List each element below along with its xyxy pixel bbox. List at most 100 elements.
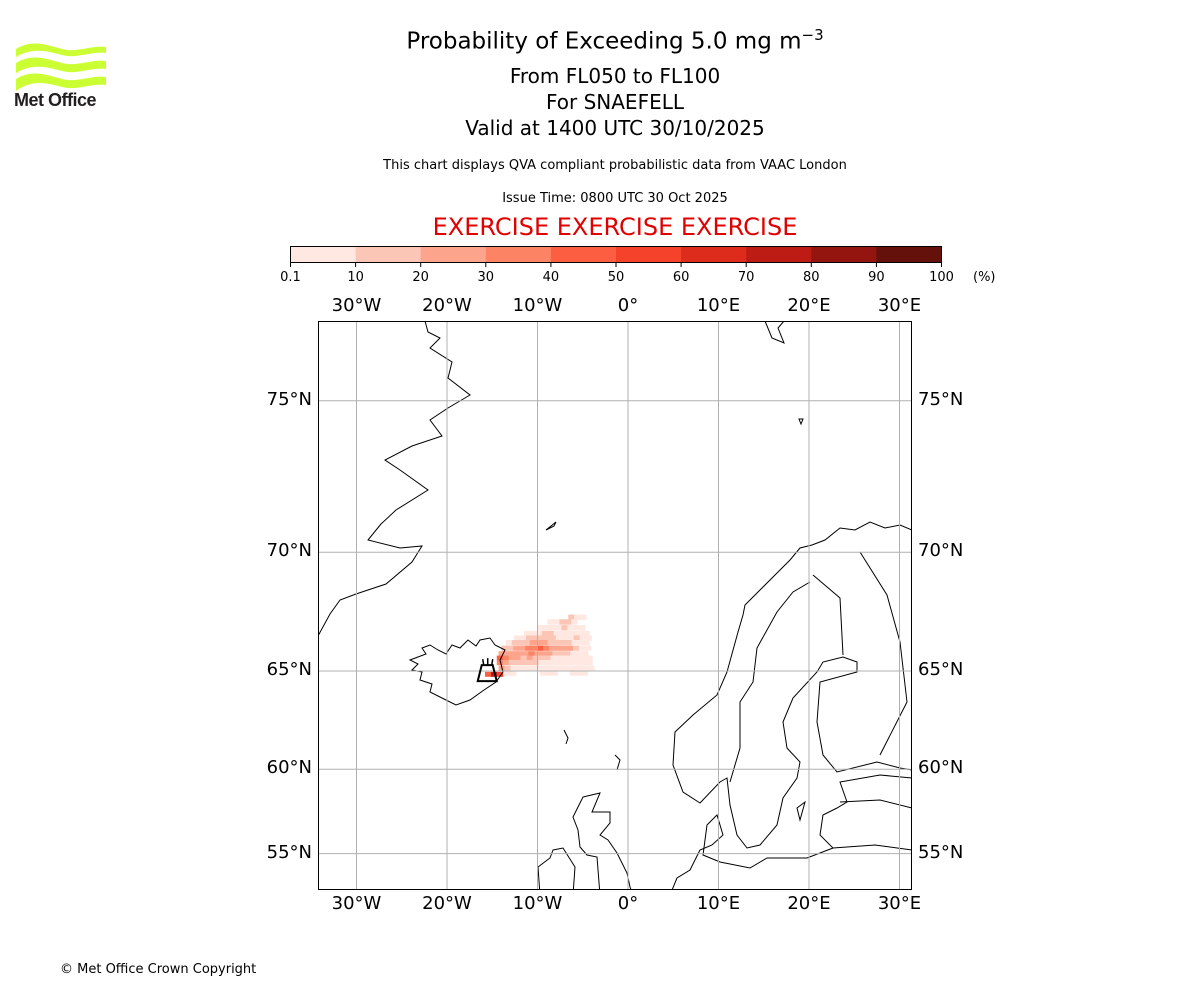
probability-cell <box>579 635 586 641</box>
probability-cell <box>574 614 581 621</box>
probability-cell <box>555 645 562 651</box>
probability-cell <box>546 651 553 657</box>
probability-cell <box>561 635 569 641</box>
probability-cell <box>570 651 577 657</box>
coast-gotland <box>796 800 806 822</box>
probability-cell <box>535 639 542 646</box>
probability-cell <box>568 659 575 666</box>
lon-label-top: 10°E <box>696 295 741 316</box>
title-text: Probability of Exceeding 5.0 mg m <box>406 28 802 55</box>
colorbar-tick-label: 30 <box>477 270 495 285</box>
probability-cell <box>570 665 577 671</box>
probability-cell <box>526 659 533 666</box>
lat-label-left: 75°N <box>266 388 312 410</box>
probability-cell <box>540 665 547 671</box>
probability-cell <box>571 630 578 637</box>
colorbar-bin <box>811 246 877 263</box>
probability-cell <box>551 670 559 676</box>
colorbar-bin <box>550 246 617 263</box>
probability-cell <box>584 645 592 651</box>
probability-cell <box>529 630 537 637</box>
probability-cell <box>558 665 565 671</box>
probability-cell <box>574 659 581 666</box>
colorbar-tick-label: 0.1 <box>280 270 301 285</box>
lon-label-top: 20°W <box>422 295 472 316</box>
probability-cell <box>549 635 557 641</box>
gridlines <box>318 321 912 890</box>
colorbar-bin <box>355 246 422 263</box>
probability-cell <box>513 645 520 651</box>
probability-cell <box>580 659 587 666</box>
probability-cell <box>552 665 559 671</box>
probability-cell <box>531 645 538 651</box>
probability-cell <box>569 670 576 676</box>
colorbar-bin <box>485 246 552 263</box>
probability-cell <box>580 614 587 621</box>
probability-cell <box>501 645 508 651</box>
logo-text: Met Office <box>14 90 97 110</box>
probability-cell <box>559 639 566 646</box>
probability-cell <box>519 635 527 641</box>
colorbar-bin <box>420 246 487 263</box>
lon-label-bottom: 0° <box>617 893 639 914</box>
colorbar-unit: (%) <box>973 270 996 285</box>
probability-cell <box>532 659 539 666</box>
probability-cell <box>568 655 575 661</box>
probability-cell <box>550 659 557 666</box>
coast-island-bear <box>798 418 804 426</box>
chart-title: Probability of Exceeding 5.0 mg m−3 <box>0 26 1200 55</box>
probability-cell <box>547 619 554 625</box>
lon-label-top: 20°E <box>787 295 831 316</box>
probability-cell <box>504 670 511 676</box>
coast-faroes <box>563 729 569 745</box>
lat-label-left: 55°N <box>266 841 312 863</box>
probability-cell <box>545 670 553 676</box>
probability-cell <box>567 645 574 651</box>
probability-cell <box>559 619 566 625</box>
probability-cell <box>561 645 568 651</box>
exercise-banner: EXERCISE EXERCISE EXERCISE <box>432 213 798 241</box>
colorbar-bin <box>681 246 747 263</box>
probability-cell <box>514 659 521 666</box>
probability-cell <box>575 670 582 676</box>
probability-cell <box>507 645 514 651</box>
coast-shetland <box>614 754 621 771</box>
probability-cell <box>577 630 584 637</box>
colorbar-bin <box>876 246 942 263</box>
probability-cell <box>532 655 539 661</box>
probability-cell <box>571 619 578 625</box>
probability-cell <box>553 630 561 637</box>
copyright-footer: © Met Office Crown Copyright <box>60 962 257 977</box>
lon-label-bottom: 30°E <box>877 893 922 914</box>
probability-cell <box>531 635 539 641</box>
colorbar-tick-label: 70 <box>737 270 755 285</box>
probability-cell <box>510 651 517 657</box>
probability-cell <box>522 665 529 671</box>
probability-cell <box>573 635 580 641</box>
probability-cell <box>555 625 562 631</box>
colorbar-tick-label: 40 <box>542 270 560 285</box>
probability-cell <box>525 645 532 651</box>
lon-label-bottom: 10°E <box>696 893 741 914</box>
lat-label-left: 70°N <box>266 540 312 562</box>
probability-cell <box>547 630 555 637</box>
lon-label-bottom: 30°W <box>331 893 382 914</box>
probability-cell <box>502 655 510 661</box>
probability-cell <box>540 651 547 657</box>
probability-cell <box>544 659 551 666</box>
probability-cell <box>543 645 550 651</box>
probability-cell <box>558 651 565 657</box>
probability-cell <box>564 651 571 657</box>
lon-label-bottom: 20°W <box>422 893 472 914</box>
probability-cell <box>564 665 571 671</box>
coast-svalbard <box>764 321 785 344</box>
lon-label-top: 30°W <box>331 295 382 316</box>
colorbar-tick-label: 60 <box>672 270 690 285</box>
probability-cell <box>553 639 560 646</box>
probability-cell <box>565 639 572 646</box>
probability-cell <box>549 645 556 651</box>
probability-cell <box>579 625 586 631</box>
probability-cell <box>522 651 529 657</box>
probability-cell <box>556 659 563 666</box>
